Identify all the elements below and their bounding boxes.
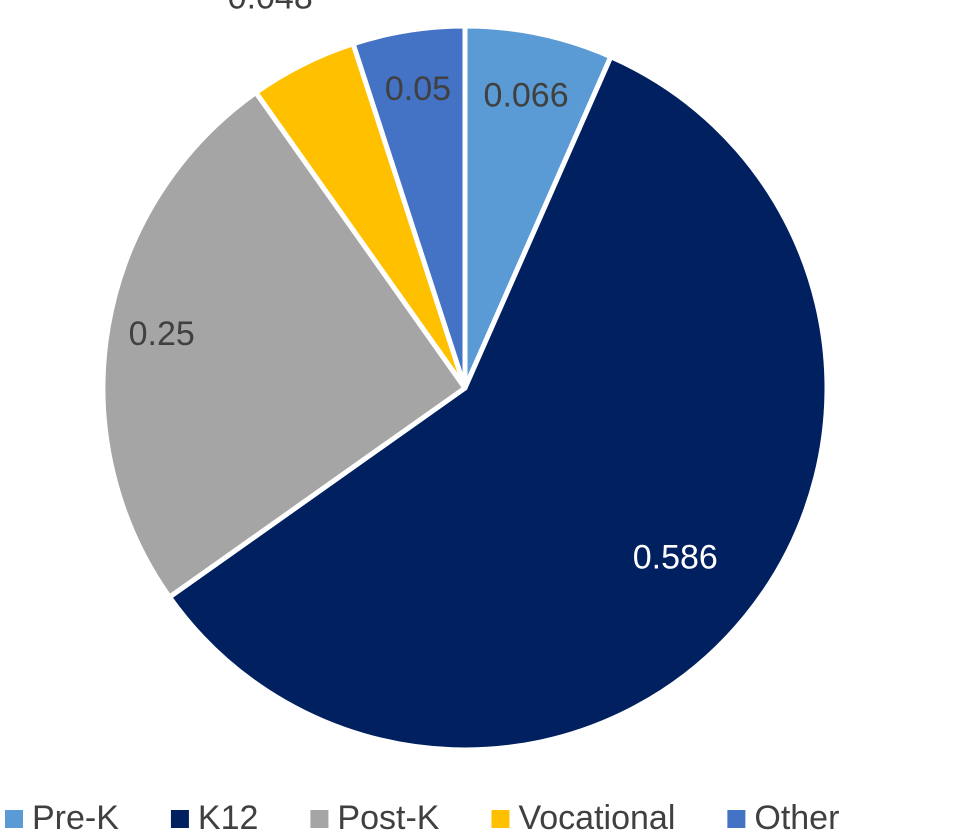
- legend-swatch: [170, 810, 189, 828]
- data-label: 0.048: [228, 0, 313, 17]
- legend-swatch: [491, 810, 510, 828]
- data-label: 0.066: [484, 77, 569, 115]
- data-label: 0.586: [633, 539, 718, 577]
- pie-slice: [100, 89, 468, 600]
- legend-label: Vocational: [518, 799, 675, 837]
- pie-slice: [166, 54, 830, 753]
- legend-label: Other: [754, 799, 839, 837]
- legend-swatch: [5, 810, 23, 828]
- legend-swatch: [727, 810, 746, 828]
- pie-slice: [462, 23, 614, 391]
- data-label: 0.25: [129, 315, 195, 353]
- legend-swatch: [310, 810, 329, 828]
- legend-label: K12: [198, 799, 259, 837]
- legend-label: Post-K: [337, 799, 439, 837]
- legend-label: Pre-K: [32, 799, 119, 837]
- data-label: 0.05: [385, 70, 451, 108]
- pie-slice: [350, 23, 468, 391]
